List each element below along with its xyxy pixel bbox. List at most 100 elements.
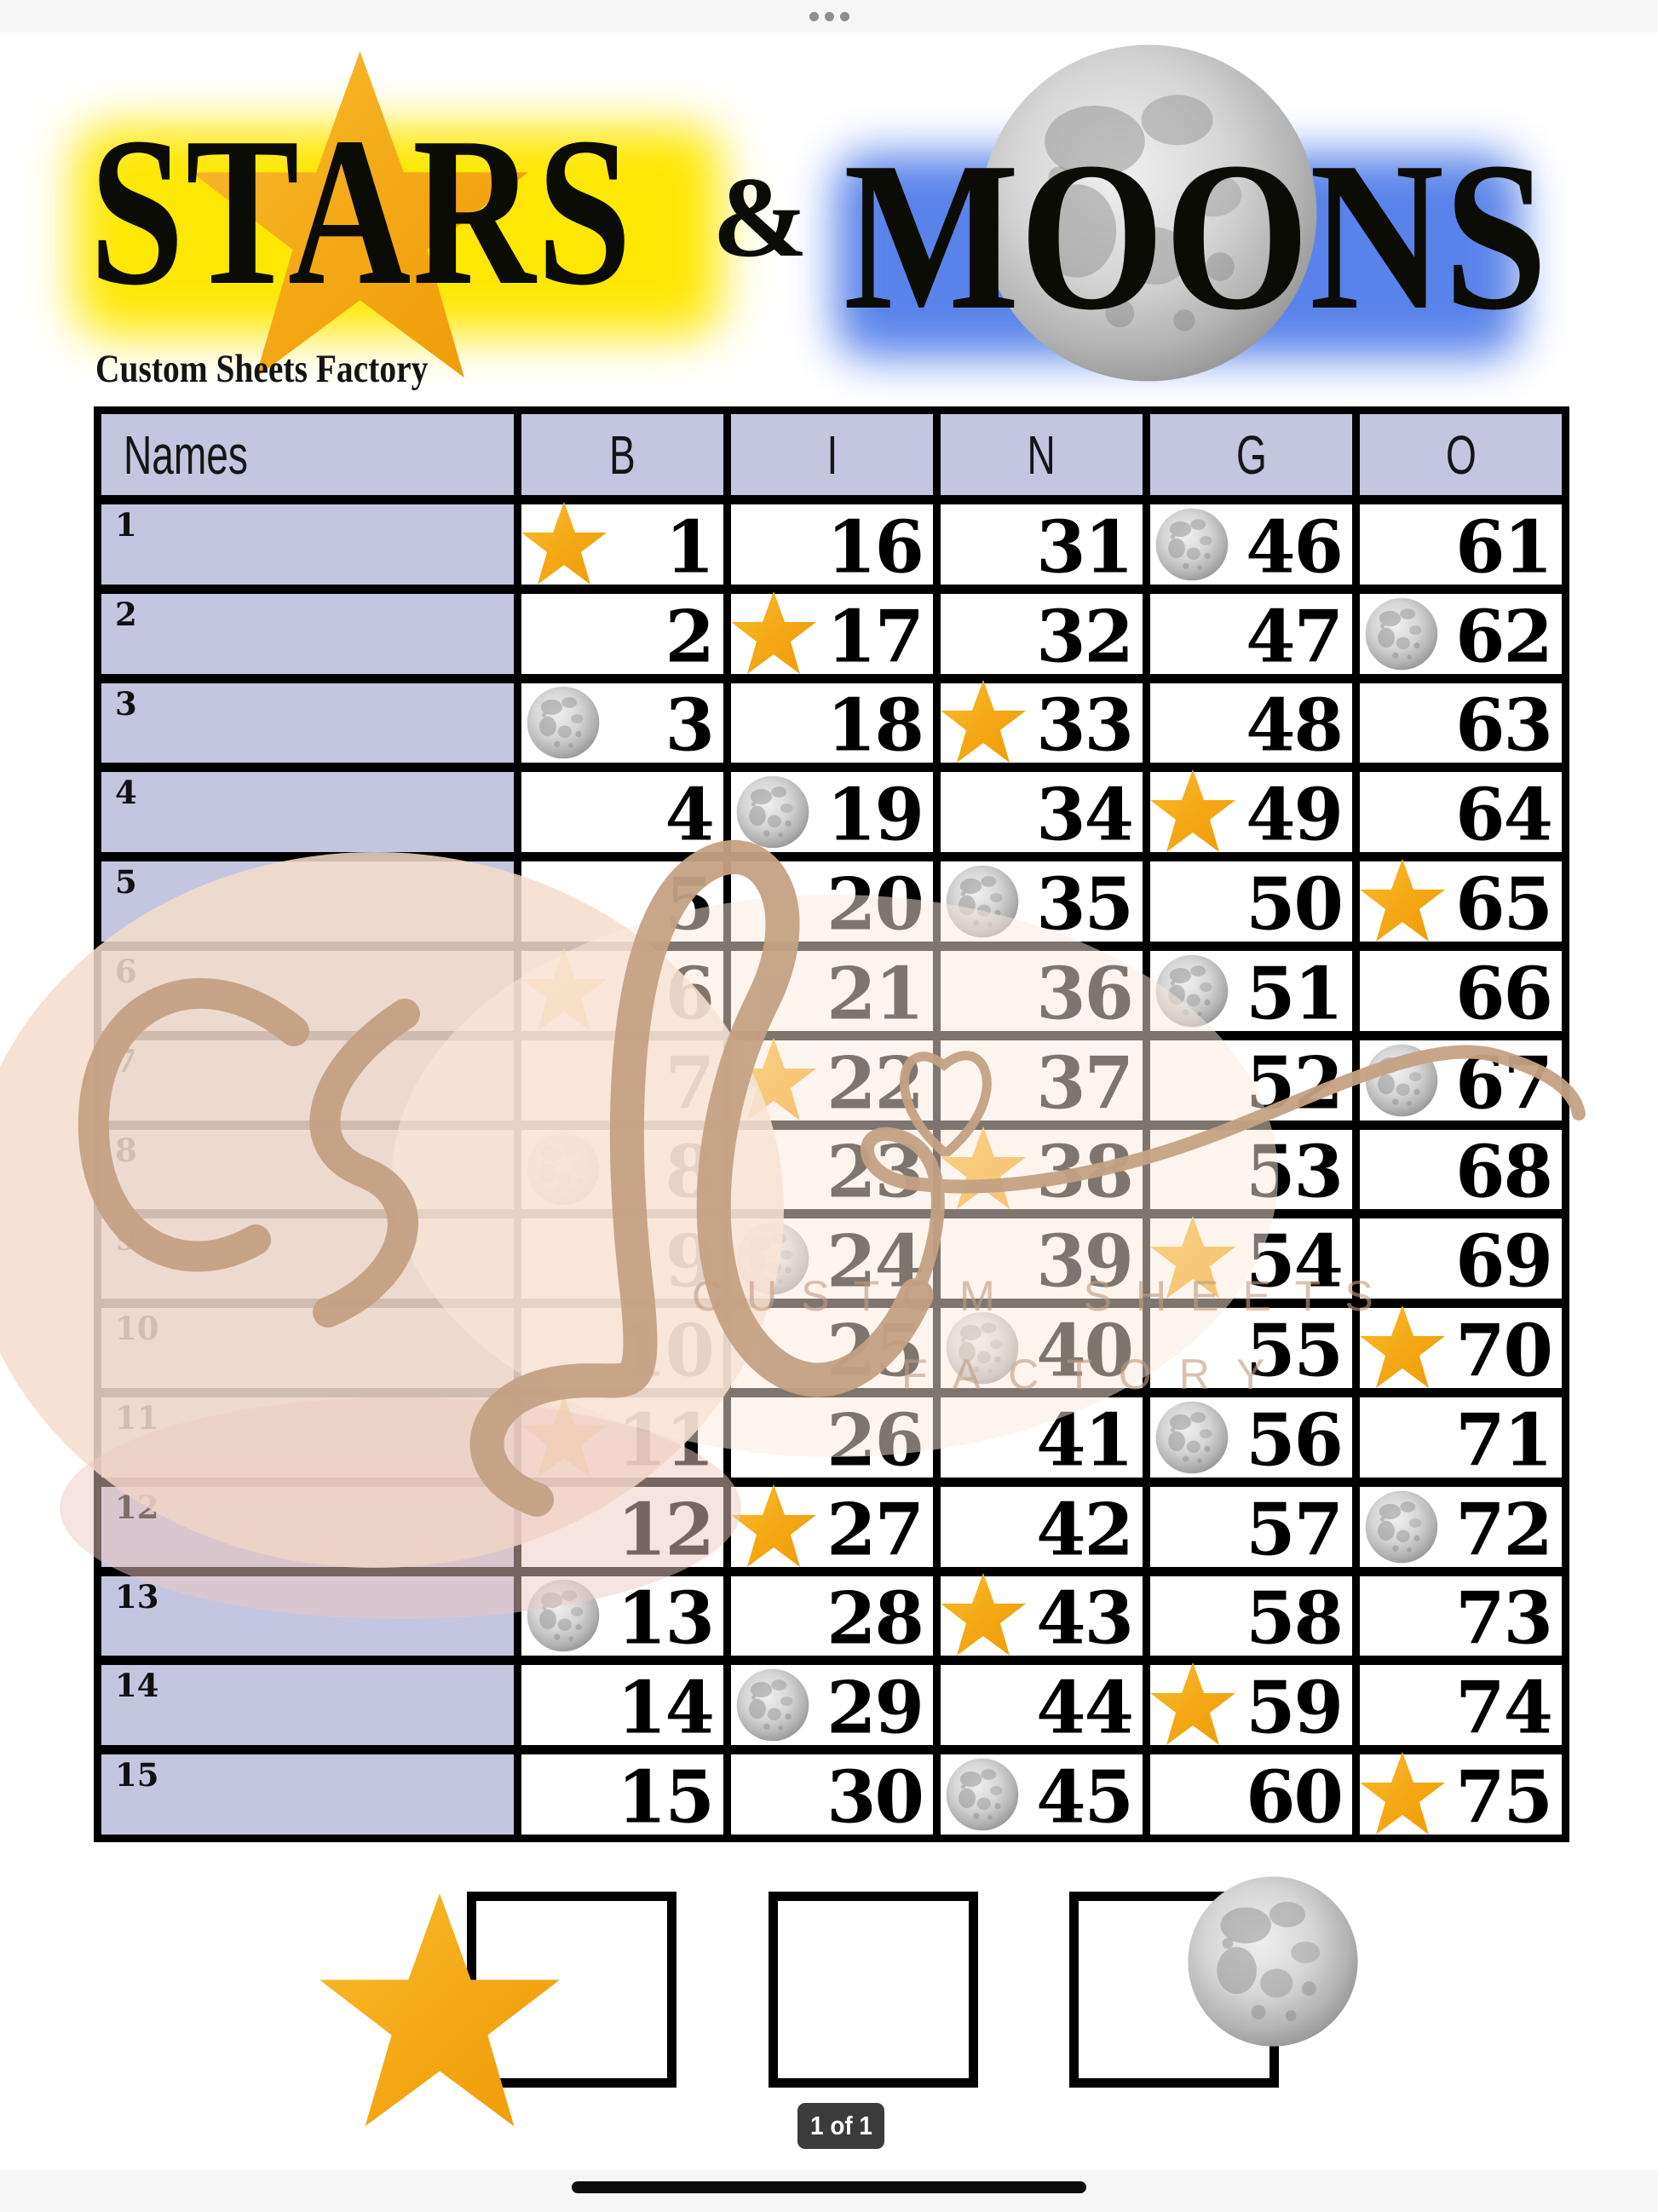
bingo-cell[interactable]: 5: [521, 861, 723, 942]
player-name-cell[interactable]: 11: [101, 1397, 514, 1478]
page-indicator-badge: 1 of 1: [797, 2103, 884, 2149]
bingo-cell[interactable]: 34: [941, 772, 1143, 853]
bingo-cell[interactable]: 9: [521, 1218, 723, 1299]
bingo-cell[interactable]: 29: [731, 1665, 933, 1746]
bingo-cell[interactable]: 42: [941, 1486, 1143, 1572]
bingo-cell[interactable]: 61: [1360, 504, 1562, 585]
bingo-cell[interactable]: 58: [1150, 1575, 1352, 1656]
bingo-cell[interactable]: 17: [731, 590, 933, 674]
bingo-cell[interactable]: 2: [521, 593, 723, 674]
bingo-cell[interactable]: 26: [731, 1397, 933, 1478]
player-name-cell[interactable]: 4: [101, 772, 514, 853]
player-name-cell[interactable]: 2: [101, 593, 514, 674]
bingo-cell[interactable]: 67: [1360, 1040, 1562, 1120]
pattern-box[interactable]: [769, 1892, 978, 2088]
bingo-cell[interactable]: 56: [1150, 1397, 1352, 1478]
bingo-cell[interactable]: 21: [731, 951, 933, 1031]
bingo-cell[interactable]: 57: [1150, 1486, 1352, 1567]
player-name-cell[interactable]: 12: [101, 1486, 514, 1567]
bingo-cell[interactable]: 10: [521, 1308, 723, 1388]
bingo-cell[interactable]: 60: [1150, 1754, 1352, 1835]
bingo-cell[interactable]: 14: [521, 1665, 723, 1746]
bingo-cell[interactable]: 41: [941, 1397, 1143, 1478]
player-name-cell[interactable]: 5: [101, 861, 514, 942]
player-name-cell[interactable]: 15: [101, 1754, 514, 1835]
bingo-cell[interactable]: 45: [941, 1754, 1143, 1835]
bingo-cell[interactable]: 4: [521, 772, 723, 853]
bingo-cell[interactable]: 33: [941, 680, 1143, 768]
bingo-cell[interactable]: 55: [1150, 1308, 1352, 1388]
bingo-cell[interactable]: 54: [1150, 1216, 1352, 1299]
bingo-cell[interactable]: 7: [521, 1040, 723, 1120]
bingo-cell[interactable]: 8: [521, 1129, 723, 1210]
bingo-cell[interactable]: 6: [521, 948, 723, 1031]
player-name-cell[interactable]: 14: [101, 1665, 514, 1746]
player-name-cell[interactable]: 1: [101, 504, 514, 585]
bingo-cell[interactable]: 30: [731, 1754, 933, 1835]
bingo-cell[interactable]: 52: [1150, 1040, 1352, 1120]
bingo-cell[interactable]: 47: [1150, 593, 1352, 674]
bingo-cell[interactable]: 53: [1150, 1129, 1352, 1210]
bingo-cell[interactable]: 38: [941, 1126, 1143, 1210]
bingo-cell[interactable]: 74: [1360, 1665, 1562, 1746]
bingo-cell[interactable]: 12: [521, 1486, 723, 1567]
bingo-cell[interactable]: 11: [521, 1394, 723, 1478]
bingo-cell[interactable]: 37: [941, 1040, 1143, 1120]
bingo-cell[interactable]: 24: [731, 1218, 933, 1299]
bingo-cell[interactable]: 40: [941, 1308, 1143, 1388]
player-name-cell[interactable]: 8: [101, 1129, 514, 1210]
bingo-cell[interactable]: 72: [1360, 1486, 1562, 1567]
bingo-cell[interactable]: 50: [1150, 861, 1352, 942]
bingo-cell[interactable]: 46: [1150, 504, 1352, 585]
bingo-cell[interactable]: 44: [941, 1665, 1143, 1746]
bingo-cell[interactable]: 39: [941, 1218, 1143, 1299]
bingo-cell[interactable]: 43: [941, 1573, 1143, 1656]
bingo-cell[interactable]: 59: [1150, 1662, 1352, 1750]
bingo-cell[interactable]: 64: [1360, 772, 1562, 853]
bingo-cell[interactable]: 15: [521, 1754, 723, 1835]
bingo-cell[interactable]: 20: [731, 861, 933, 942]
bingo-cell[interactable]: 31: [941, 504, 1143, 585]
bingo-cell[interactable]: 28: [731, 1575, 933, 1656]
bingo-cell[interactable]: 66: [1360, 951, 1562, 1031]
bingo-cell[interactable]: 35: [941, 861, 1143, 942]
cell-number: 9: [665, 1218, 715, 1304]
home-indicator[interactable]: [572, 2181, 1086, 2193]
player-name-cell[interactable]: 10: [101, 1308, 514, 1388]
bingo-cell[interactable]: 63: [1360, 683, 1562, 763]
player-name-cell[interactable]: 6: [101, 951, 514, 1031]
bingo-cell[interactable]: 25: [731, 1308, 933, 1388]
row-number: 11: [115, 1399, 159, 1437]
bingo-cell[interactable]: 1: [521, 501, 723, 585]
bingo-cell[interactable]: 22: [731, 1037, 933, 1120]
bingo-cell[interactable]: 19: [731, 772, 933, 853]
bingo-cell[interactable]: 51: [1150, 951, 1352, 1031]
cell-number: 33: [1036, 683, 1134, 768]
bingo-cell[interactable]: 71: [1360, 1397, 1562, 1478]
bingo-cell[interactable]: 32: [941, 593, 1143, 674]
bingo-cell[interactable]: 3: [521, 683, 723, 763]
bingo-cell[interactable]: 49: [1150, 769, 1352, 853]
more-options-icon[interactable]: [809, 11, 849, 21]
bingo-cell[interactable]: 73: [1360, 1575, 1562, 1656]
bingo-cell[interactable]: 69: [1360, 1218, 1562, 1299]
bingo-cell[interactable]: 48: [1150, 683, 1352, 763]
bingo-cell[interactable]: 65: [1360, 859, 1562, 942]
bingo-cell[interactable]: 62: [1360, 593, 1562, 674]
moon-icon: [736, 775, 809, 849]
player-name-cell[interactable]: 3: [101, 683, 514, 763]
player-name-cell[interactable]: 9: [101, 1218, 514, 1299]
bingo-cell[interactable]: 16: [731, 504, 933, 585]
bingo-cell[interactable]: 70: [1360, 1305, 1562, 1389]
bingo-cell[interactable]: 23: [731, 1129, 933, 1210]
bingo-cell[interactable]: 18: [731, 683, 933, 763]
cell-number: 59: [1246, 1665, 1344, 1750]
bingo-cell[interactable]: 75: [1360, 1752, 1562, 1835]
cell-number: 42: [1036, 1487, 1134, 1572]
bingo-cell[interactable]: 13: [521, 1575, 723, 1656]
player-name-cell[interactable]: 13: [101, 1575, 514, 1656]
bingo-cell[interactable]: 36: [941, 951, 1143, 1031]
player-name-cell[interactable]: 7: [101, 1040, 514, 1120]
bingo-cell[interactable]: 27: [731, 1483, 933, 1567]
bingo-cell[interactable]: 68: [1360, 1129, 1562, 1210]
